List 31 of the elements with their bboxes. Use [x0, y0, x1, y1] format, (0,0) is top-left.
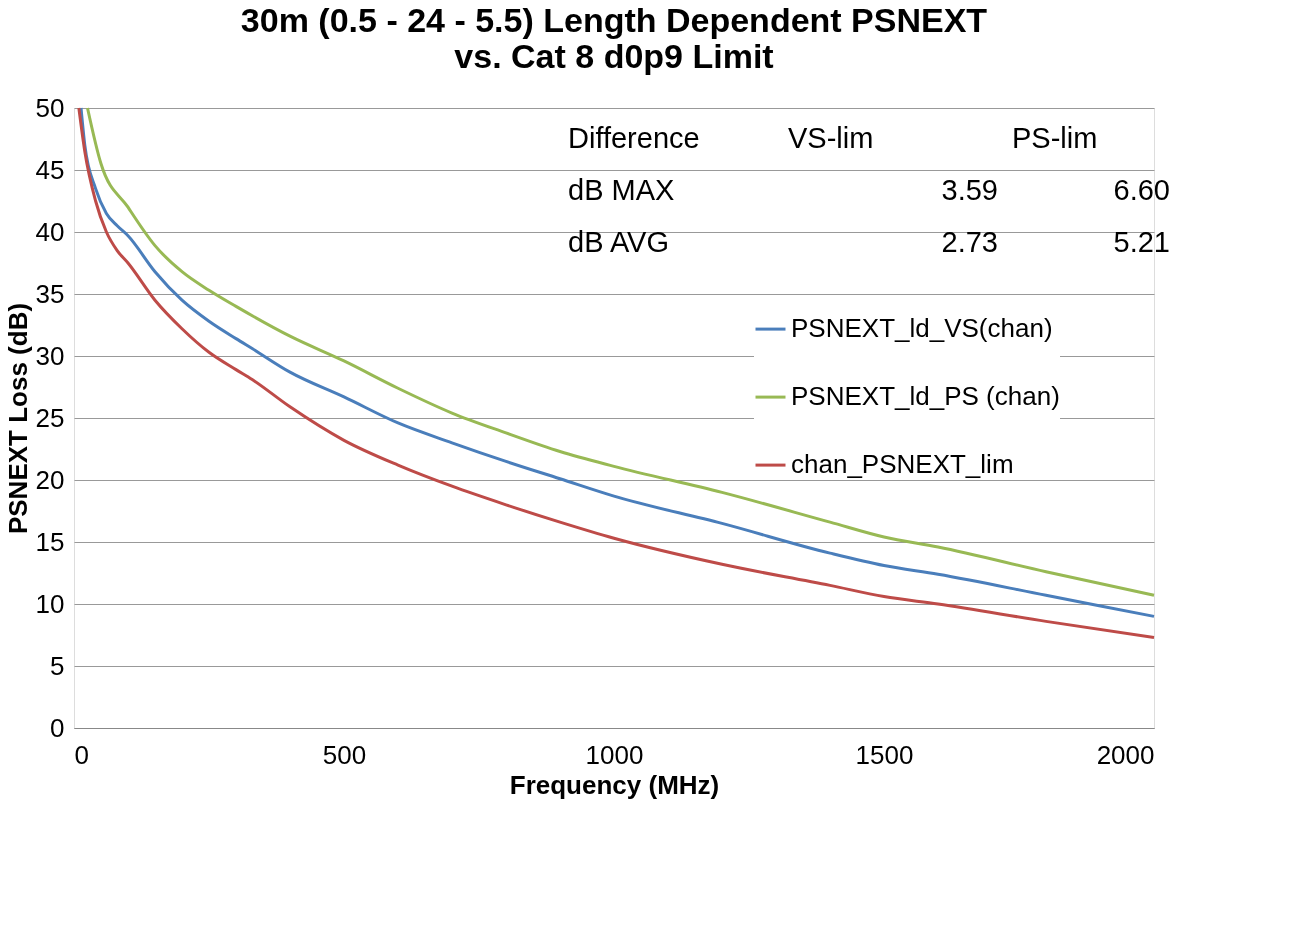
annotation: VS-lim: [788, 122, 874, 154]
y-tick-label: 5: [50, 650, 65, 681]
legend-label: PSNEXT_ld_PS (chan): [791, 381, 1060, 412]
x-tick-label: 500: [322, 739, 367, 770]
y-tick-label: 20: [35, 464, 65, 495]
y-tick-label: 10: [35, 588, 65, 619]
legend-label: chan_PSNEXT_lim: [791, 449, 1014, 480]
annotation: 5.21: [1113, 226, 1170, 258]
annotation: 3.59: [941, 174, 998, 206]
annotation: dB AVG: [568, 226, 670, 258]
y-tick-label: 50: [35, 92, 65, 123]
x-tick-label: 2000: [1096, 739, 1155, 770]
annotation: 2.73: [941, 226, 998, 258]
annotation: 6.60: [1113, 174, 1170, 206]
x-tick-label: 1500: [855, 739, 914, 770]
annotation: PS-lim: [1012, 122, 1098, 154]
y-tick-label: 40: [35, 216, 65, 247]
y-tick-label: 30: [35, 340, 65, 371]
text: 30m (0.5 - 24 - 5.5) Length Dependent PSNEXT: [240, 1, 988, 39]
y-tick-label: 15: [35, 526, 65, 557]
y-tick-label: 0: [50, 712, 65, 743]
y-tick-label: 45: [35, 154, 65, 185]
y-tick-label: 35: [35, 278, 65, 309]
x-axis-title: Frequency (MHz): [509, 769, 720, 800]
y-tick-label: 25: [35, 402, 65, 433]
annotation: Difference: [568, 122, 700, 154]
x-tick-label: 0: [74, 739, 89, 770]
x-tick-label: 1000: [585, 739, 644, 770]
legend-label: PSNEXT_ld_VS(chan): [791, 313, 1053, 344]
y-axis-title: PSNEXT Loss (dB): [2, 302, 33, 535]
annotation: dB MAX: [568, 174, 675, 206]
